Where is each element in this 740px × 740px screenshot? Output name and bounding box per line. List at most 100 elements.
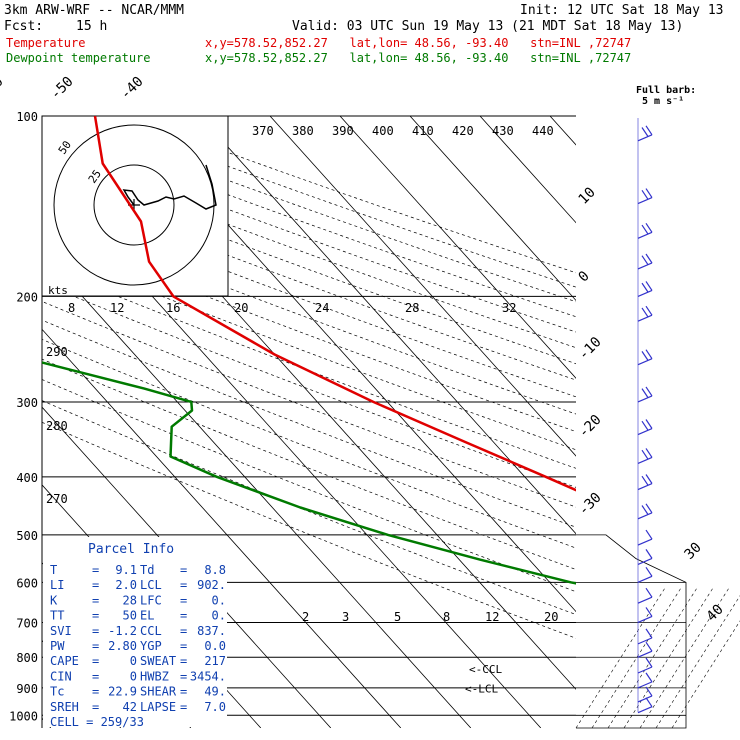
hodo-speed-label: 32 — [502, 301, 516, 315]
svg-text:=: = — [92, 593, 99, 607]
parcel-info-panel — [43, 537, 227, 727]
isotherm-label: -60 — [0, 74, 7, 103]
pressure-tick-label: 400 — [16, 471, 38, 485]
isotherm-line — [339, 116, 576, 379]
wind-barb — [637, 222, 653, 239]
wind-barb — [637, 419, 653, 436]
isotherm-label: 0 — [576, 268, 593, 285]
theta-label: 410 — [412, 124, 434, 138]
wind-barb — [637, 628, 653, 645]
wind-barb — [637, 567, 653, 583]
extension-adiabat — [639, 586, 731, 729]
svg-text:28: 28 — [123, 593, 137, 607]
svg-text:-1.2: -1.2 — [108, 624, 137, 638]
svg-text:LCL: LCL — [140, 578, 162, 592]
isotherm-label: -10 — [576, 334, 605, 363]
svg-text:Td: Td — [140, 563, 154, 577]
svg-text:49.: 49. — [204, 685, 226, 699]
theta-label: 400 — [372, 124, 394, 138]
svg-text:2.0: 2.0 — [115, 578, 137, 592]
isotherm-line — [199, 116, 576, 535]
svg-text:=: = — [180, 563, 187, 577]
hodograph-panel — [41, 115, 229, 297]
svg-text:=: = — [92, 609, 99, 623]
theta-label: 430 — [492, 124, 514, 138]
theta-label: 390 — [332, 124, 354, 138]
temperature-legend: Temperature — [6, 36, 86, 50]
dewpoint-profile — [42, 361, 576, 585]
temperature-profile — [93, 116, 576, 492]
hodo-speed-label: 12 — [110, 301, 124, 315]
mixing-ratio-label: 8 — [443, 610, 450, 624]
pressure-tick-label: 900 — [16, 682, 38, 696]
isotherm-label: -50 — [48, 74, 77, 103]
wind-barb — [637, 125, 653, 142]
svg-text:7.0: 7.0 — [204, 700, 226, 714]
svg-text:SHEAR: SHEAR — [140, 685, 177, 699]
theta-side-label: 270 — [46, 492, 68, 506]
model-title: 3km ARW-WRF -- NCAR/MMM — [4, 3, 185, 18]
theta-label: 420 — [452, 124, 474, 138]
pressure-tick-label: 100 — [16, 110, 38, 124]
extension-adiabat — [623, 586, 715, 729]
pressure-tick-label: 700 — [16, 616, 38, 630]
pressure-tick-label: 500 — [16, 529, 38, 543]
wind-barb — [637, 657, 653, 674]
wind-barb — [637, 386, 653, 403]
svg-text:Tc: Tc — [50, 685, 64, 699]
svg-text:EL: EL — [140, 609, 154, 623]
parcel-info-row: K = 28 LFC = 0. — [50, 593, 226, 607]
mixing-ratio-line — [667, 535, 740, 728]
svg-text:9.1: 9.1 — [115, 563, 137, 577]
theta-label: 440 — [532, 124, 554, 138]
parcel-info-row: T = 9.1 Td = 8.8 — [50, 563, 226, 577]
dry-adiabat-line — [42, 339, 576, 549]
isotherm-label: -30 — [576, 490, 605, 519]
svg-text:0.: 0. — [212, 609, 226, 623]
parcel-info-row: TT = 50 EL = 0. — [50, 609, 226, 623]
hodo-ring-label: 25 — [86, 167, 104, 185]
svg-text:217: 217 — [204, 654, 226, 668]
wind-barb — [637, 587, 653, 604]
svg-text:CIN: CIN — [50, 669, 72, 683]
hodo-speed-label: 8 — [68, 301, 75, 315]
extension-adiabat — [575, 586, 667, 729]
svg-text:=: = — [92, 700, 99, 714]
pressure-tick-label: 200 — [16, 290, 38, 304]
isotherm-line — [479, 116, 576, 224]
dry-adiabat-line — [42, 265, 576, 469]
init-time: Init: 12 UTC Sat 18 May 13 — [520, 3, 724, 18]
svg-text:0.: 0. — [212, 593, 226, 607]
temperature-location: x,y=578.52,852.27 lat,lon= 48.56, -93.40… — [205, 36, 632, 50]
pressure-tick-label: 300 — [16, 396, 38, 410]
mixing-ratio-label: 3 — [342, 610, 349, 624]
dry-adiabat-line — [42, 198, 576, 398]
dewpoint-location: x,y=578.52,852.27 lat,lon= 48.56, -93.40… — [205, 51, 632, 65]
svg-text:K: K — [50, 593, 58, 607]
svg-text:SWEAT: SWEAT — [140, 654, 176, 668]
hodo-ring-label: 50 — [56, 138, 74, 156]
svg-text:=: = — [92, 639, 99, 653]
svg-text:CAPE: CAPE — [50, 654, 79, 668]
svg-text:=: = — [180, 639, 187, 653]
svg-text:2.80: 2.80 — [108, 639, 137, 653]
mixing-ratio-line — [701, 535, 740, 728]
parcel-info-row: CIN = 0 HWBZ = 3454. — [50, 669, 226, 683]
pressure-tick-label: 600 — [16, 576, 38, 590]
svg-text:SREH: SREH — [50, 700, 79, 714]
svg-text:=: = — [92, 654, 99, 668]
svg-text:=: = — [92, 563, 99, 577]
svg-text:LFC: LFC — [140, 593, 162, 607]
isotherm-label: 10 — [576, 184, 599, 207]
svg-text:PW: PW — [50, 639, 65, 653]
svg-text:SVI: SVI — [50, 624, 72, 638]
extension-adiabat — [655, 595, 740, 729]
hodo-units-label: kts — [48, 284, 68, 297]
parcel-info-row: Tc = 22.9 SHEAR = 49. — [50, 685, 226, 699]
svg-text:LAPSE: LAPSE — [140, 700, 176, 714]
svg-text:837.: 837. — [197, 624, 226, 638]
wind-barb — [637, 529, 653, 546]
hodo-speed-label: 28 — [405, 301, 419, 315]
svg-text:50: 50 — [123, 609, 137, 623]
svg-text:3454.: 3454. — [190, 669, 226, 683]
